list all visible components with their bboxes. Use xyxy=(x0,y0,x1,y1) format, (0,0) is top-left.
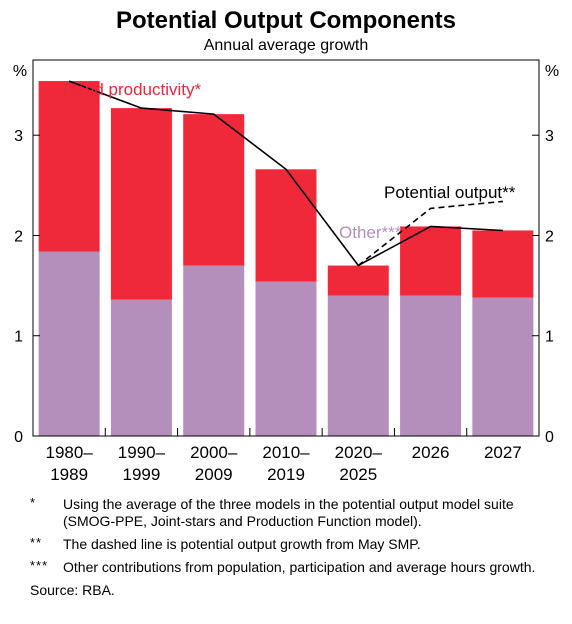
footnote-3: *** Other contributions from population,… xyxy=(30,558,550,576)
bar-other-3 xyxy=(255,281,317,436)
bar-trend-productivity-0 xyxy=(38,81,100,252)
x-tick-label-3-0: 2010– xyxy=(262,443,310,462)
x-tick-label-2-0: 2000– xyxy=(190,443,238,462)
x-tick-label-0-1: 1989 xyxy=(50,465,88,484)
footnote-2-mark: ** xyxy=(30,535,43,550)
footnotes: * Using the average of the three models … xyxy=(30,495,550,599)
annotation-trend-productivity: Trend productivity* xyxy=(60,80,201,99)
chart-subtitle: Annual average growth xyxy=(204,37,369,54)
lines-layer xyxy=(68,80,503,267)
y-tick-label-left-1: 1 xyxy=(14,329,23,346)
x-tick-label-2-1: 2009 xyxy=(195,465,233,484)
chart-title: Potential Output Components xyxy=(116,7,456,34)
bar-trend-productivity-1 xyxy=(110,108,172,300)
bar-trend-productivity-2 xyxy=(183,114,245,266)
y-tick-label-right-0: 0 xyxy=(545,429,554,446)
y-tick-label-right-3: 3 xyxy=(545,128,554,145)
annotation-other: Other*** xyxy=(339,223,402,242)
axes-layer: 0 0 1 1 2 2 3 3 1980– 1989 1990– 1999 2000– 2009 2010–… xyxy=(14,128,554,484)
line-potential-output-may-smp xyxy=(357,200,503,267)
source-note: Source: RBA. xyxy=(30,582,115,598)
x-tick-label-6-0: 2027 xyxy=(484,443,522,462)
bar-trend-productivity-6 xyxy=(472,230,534,298)
footnote-1-mark: * xyxy=(30,495,37,510)
y-tick-label-left-2: 2 xyxy=(14,228,23,245)
line-potential-output xyxy=(68,80,503,267)
bar-trend-productivity-4 xyxy=(327,265,389,296)
x-tick-label-1-0: 1990– xyxy=(118,443,166,462)
chart: Potential Output Components Annual avera… xyxy=(13,7,559,484)
x-tick-label-0-0: 1980– xyxy=(46,443,94,462)
plot-frame xyxy=(32,59,540,437)
bar-other-5 xyxy=(400,295,462,436)
x-tick-label-1-1: 1999 xyxy=(123,465,161,484)
y-tick-label-right-2: 2 xyxy=(545,228,554,245)
y-unit-left: % xyxy=(13,63,27,80)
x-tick-label-5-0: 2026 xyxy=(412,443,450,462)
bar-other-4 xyxy=(327,295,389,436)
bar-other-1 xyxy=(110,299,172,436)
y-tick-label-left-3: 3 xyxy=(14,128,23,145)
footnote-2: ** The dashed line is potential output g… xyxy=(30,535,550,553)
footnote-3-mark: *** xyxy=(30,558,49,573)
bars-layer xyxy=(38,81,534,436)
footnote-1-text: Using the average of the three models in… xyxy=(63,496,514,529)
x-tick-label-3-1: 2019 xyxy=(267,465,305,484)
y-unit-right: % xyxy=(545,63,559,80)
bar-trend-productivity-5 xyxy=(400,226,462,296)
annotation-potential-output: Potential output** xyxy=(384,183,516,202)
footnote-2-text: The dashed line is potential output grow… xyxy=(63,536,421,552)
bar-other-0 xyxy=(38,251,100,436)
bar-other-2 xyxy=(183,265,245,436)
bar-other-6 xyxy=(472,297,534,436)
bar-trend-productivity-3 xyxy=(255,169,317,282)
x-tick-label-4-0: 2020– xyxy=(335,443,383,462)
y-tick-label-right-1: 1 xyxy=(545,329,554,346)
footnote-3-text: Other contributions from population, par… xyxy=(63,559,536,575)
y-tick-label-left-0: 0 xyxy=(14,429,23,446)
x-tick-label-4-1: 2025 xyxy=(339,465,377,484)
footnote-1: * Using the average of the three models … xyxy=(30,495,550,530)
